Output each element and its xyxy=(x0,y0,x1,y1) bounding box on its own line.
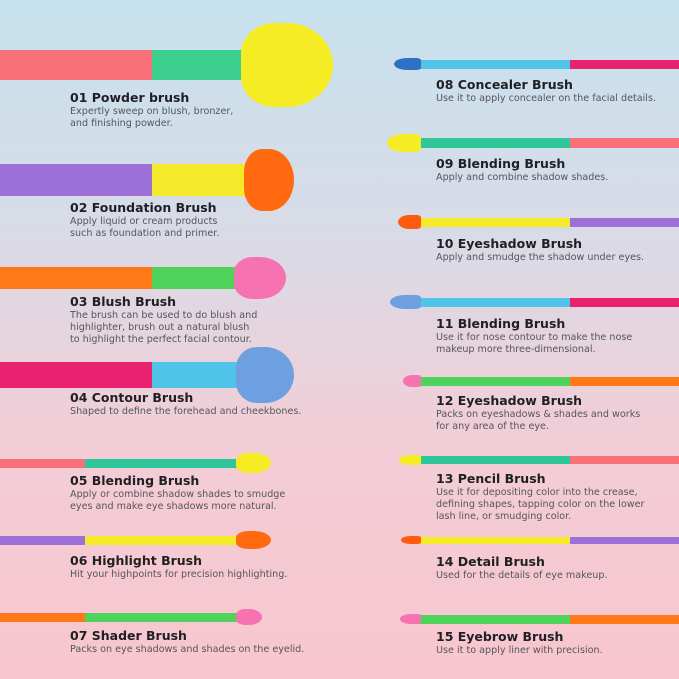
brush-description-line: defining shapes, tapping color on the lo… xyxy=(436,499,645,510)
brush-handle xyxy=(570,376,679,386)
brush-description-line: Shaped to define the forehead and cheekb… xyxy=(70,406,302,417)
brush-description-line: Use it for depositing color into the cre… xyxy=(436,487,638,498)
brush-handle xyxy=(570,59,679,69)
brush-head xyxy=(399,455,421,465)
brush-title: 09 Blending Brush xyxy=(436,156,566,171)
brush-description-line: Apply and smudge the shadow under eyes. xyxy=(436,252,645,263)
brush-head xyxy=(398,215,421,229)
brush-ferrule xyxy=(417,614,570,624)
brush-handle xyxy=(0,50,152,80)
brush-head xyxy=(387,134,421,152)
brush-description-line: Use it to apply liner with precision. xyxy=(436,645,603,656)
brush-description-line: Used for the details of eye makeup. xyxy=(436,570,608,581)
brush-title: 03 Blush Brush xyxy=(70,294,177,309)
brush-title: 11 Blending Brush xyxy=(436,316,566,331)
brush-ferrule xyxy=(152,362,240,388)
brush-description-line: makeup more three-dimensional. xyxy=(436,344,596,355)
brush-head xyxy=(236,453,271,473)
brush-ferrule xyxy=(152,50,245,80)
brush-title: 14 Detail Brush xyxy=(436,554,545,569)
brush-title: 13 Pencil Brush xyxy=(436,471,546,486)
brush-description-line: The brush can be used to do blush and xyxy=(70,310,258,321)
brush-description-line: Apply and combine shadow shades. xyxy=(436,172,609,183)
brush-handle xyxy=(0,458,85,468)
brush-handle xyxy=(0,362,152,388)
brush-ferrule xyxy=(85,535,240,545)
brush-title: 06 Highlight Brush xyxy=(70,553,203,568)
brush-ferrule xyxy=(417,297,570,307)
brush-description-line: highlighter, brush out a natural blush xyxy=(70,322,250,333)
brush-description-line: lash line, or smudging color. xyxy=(436,511,572,522)
brush-head xyxy=(401,536,421,544)
brush-description-line: and finishing powder. xyxy=(70,118,173,129)
brush-title: 04 Contour Brush xyxy=(70,390,194,405)
brush-description-line: Packs on eye shadows and shades on the e… xyxy=(70,644,305,655)
brush-handle xyxy=(570,138,679,148)
brush-description-line: such as foundation and primer. xyxy=(70,228,220,239)
brush-ferrule xyxy=(152,164,248,196)
brush-ferrule xyxy=(417,217,570,227)
brush-description-line: Use it to apply concealer on the facial … xyxy=(436,93,657,104)
brush-head xyxy=(236,347,294,403)
brush-description-line: eyes and make eye shadows more natural. xyxy=(70,501,277,512)
brush-title: 02 Foundation Brush xyxy=(70,200,217,215)
brush-ferrule xyxy=(85,458,240,468)
brush-title: 08 Concealer Brush xyxy=(436,77,573,92)
brush-title: 12 Eyeshadow Brush xyxy=(436,393,583,408)
brush-description-line: to highlight the perfect facial contour. xyxy=(70,334,252,345)
brush-head xyxy=(236,609,262,625)
brush-head xyxy=(390,295,421,309)
brush-ferrule xyxy=(417,376,570,386)
brush-handle xyxy=(0,267,152,289)
brush-head xyxy=(403,375,421,387)
brush-handle xyxy=(0,612,85,622)
brush-description-line: Use it for nose contour to make the nose xyxy=(436,332,633,343)
brush-ferrule xyxy=(152,267,238,289)
brush-title: 15 Eyebrow Brush xyxy=(436,629,564,644)
brush-description-line: for any area of the eye. xyxy=(436,421,549,432)
brush-ferrule xyxy=(417,536,570,544)
brush-handle xyxy=(570,217,679,227)
brush-title: 01 Powder brush xyxy=(70,90,190,105)
brush-head xyxy=(234,257,286,299)
brush-handle xyxy=(570,297,679,307)
brush-title: 05 Blending Brush xyxy=(70,473,200,488)
brush-head xyxy=(244,149,294,211)
brush-head xyxy=(236,531,271,549)
brush-ferrule xyxy=(417,59,570,69)
brush-handle xyxy=(0,535,85,545)
brush-handle xyxy=(0,164,152,196)
brush-description-line: Hit your highpoints for precision highli… xyxy=(70,569,288,580)
brush-ferrule xyxy=(417,138,570,148)
brush-handle xyxy=(570,456,679,464)
brush-title: 07 Shader Brush xyxy=(70,628,187,643)
brush-ferrule xyxy=(85,612,240,622)
brush-handle xyxy=(570,536,679,544)
brush-ferrule xyxy=(417,456,570,464)
brush-head xyxy=(400,614,421,624)
brush-title: 10 Eyeshadow Brush xyxy=(436,236,583,251)
brush-description-line: Expertly sweep on blush, bronzer, xyxy=(70,106,234,117)
brush-handle xyxy=(570,614,679,624)
brush-head xyxy=(394,58,421,70)
brush-description-line: Packs on eyeshadows & shades and works xyxy=(436,409,641,420)
brush-head xyxy=(241,23,333,107)
brush-description-line: Apply liquid or cream products xyxy=(70,216,218,227)
brush-description-line: Apply or combine shadow shades to smudge xyxy=(70,489,286,500)
